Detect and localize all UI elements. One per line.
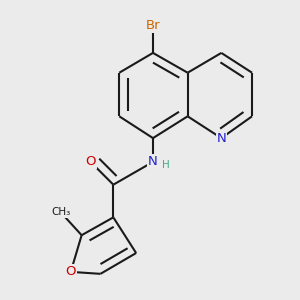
Text: N: N	[148, 155, 158, 168]
Text: O: O	[65, 266, 76, 278]
Text: N: N	[217, 132, 226, 145]
Text: CH₃: CH₃	[51, 207, 70, 218]
Text: H: H	[162, 160, 170, 170]
Text: Br: Br	[146, 19, 160, 32]
Text: O: O	[85, 155, 96, 168]
